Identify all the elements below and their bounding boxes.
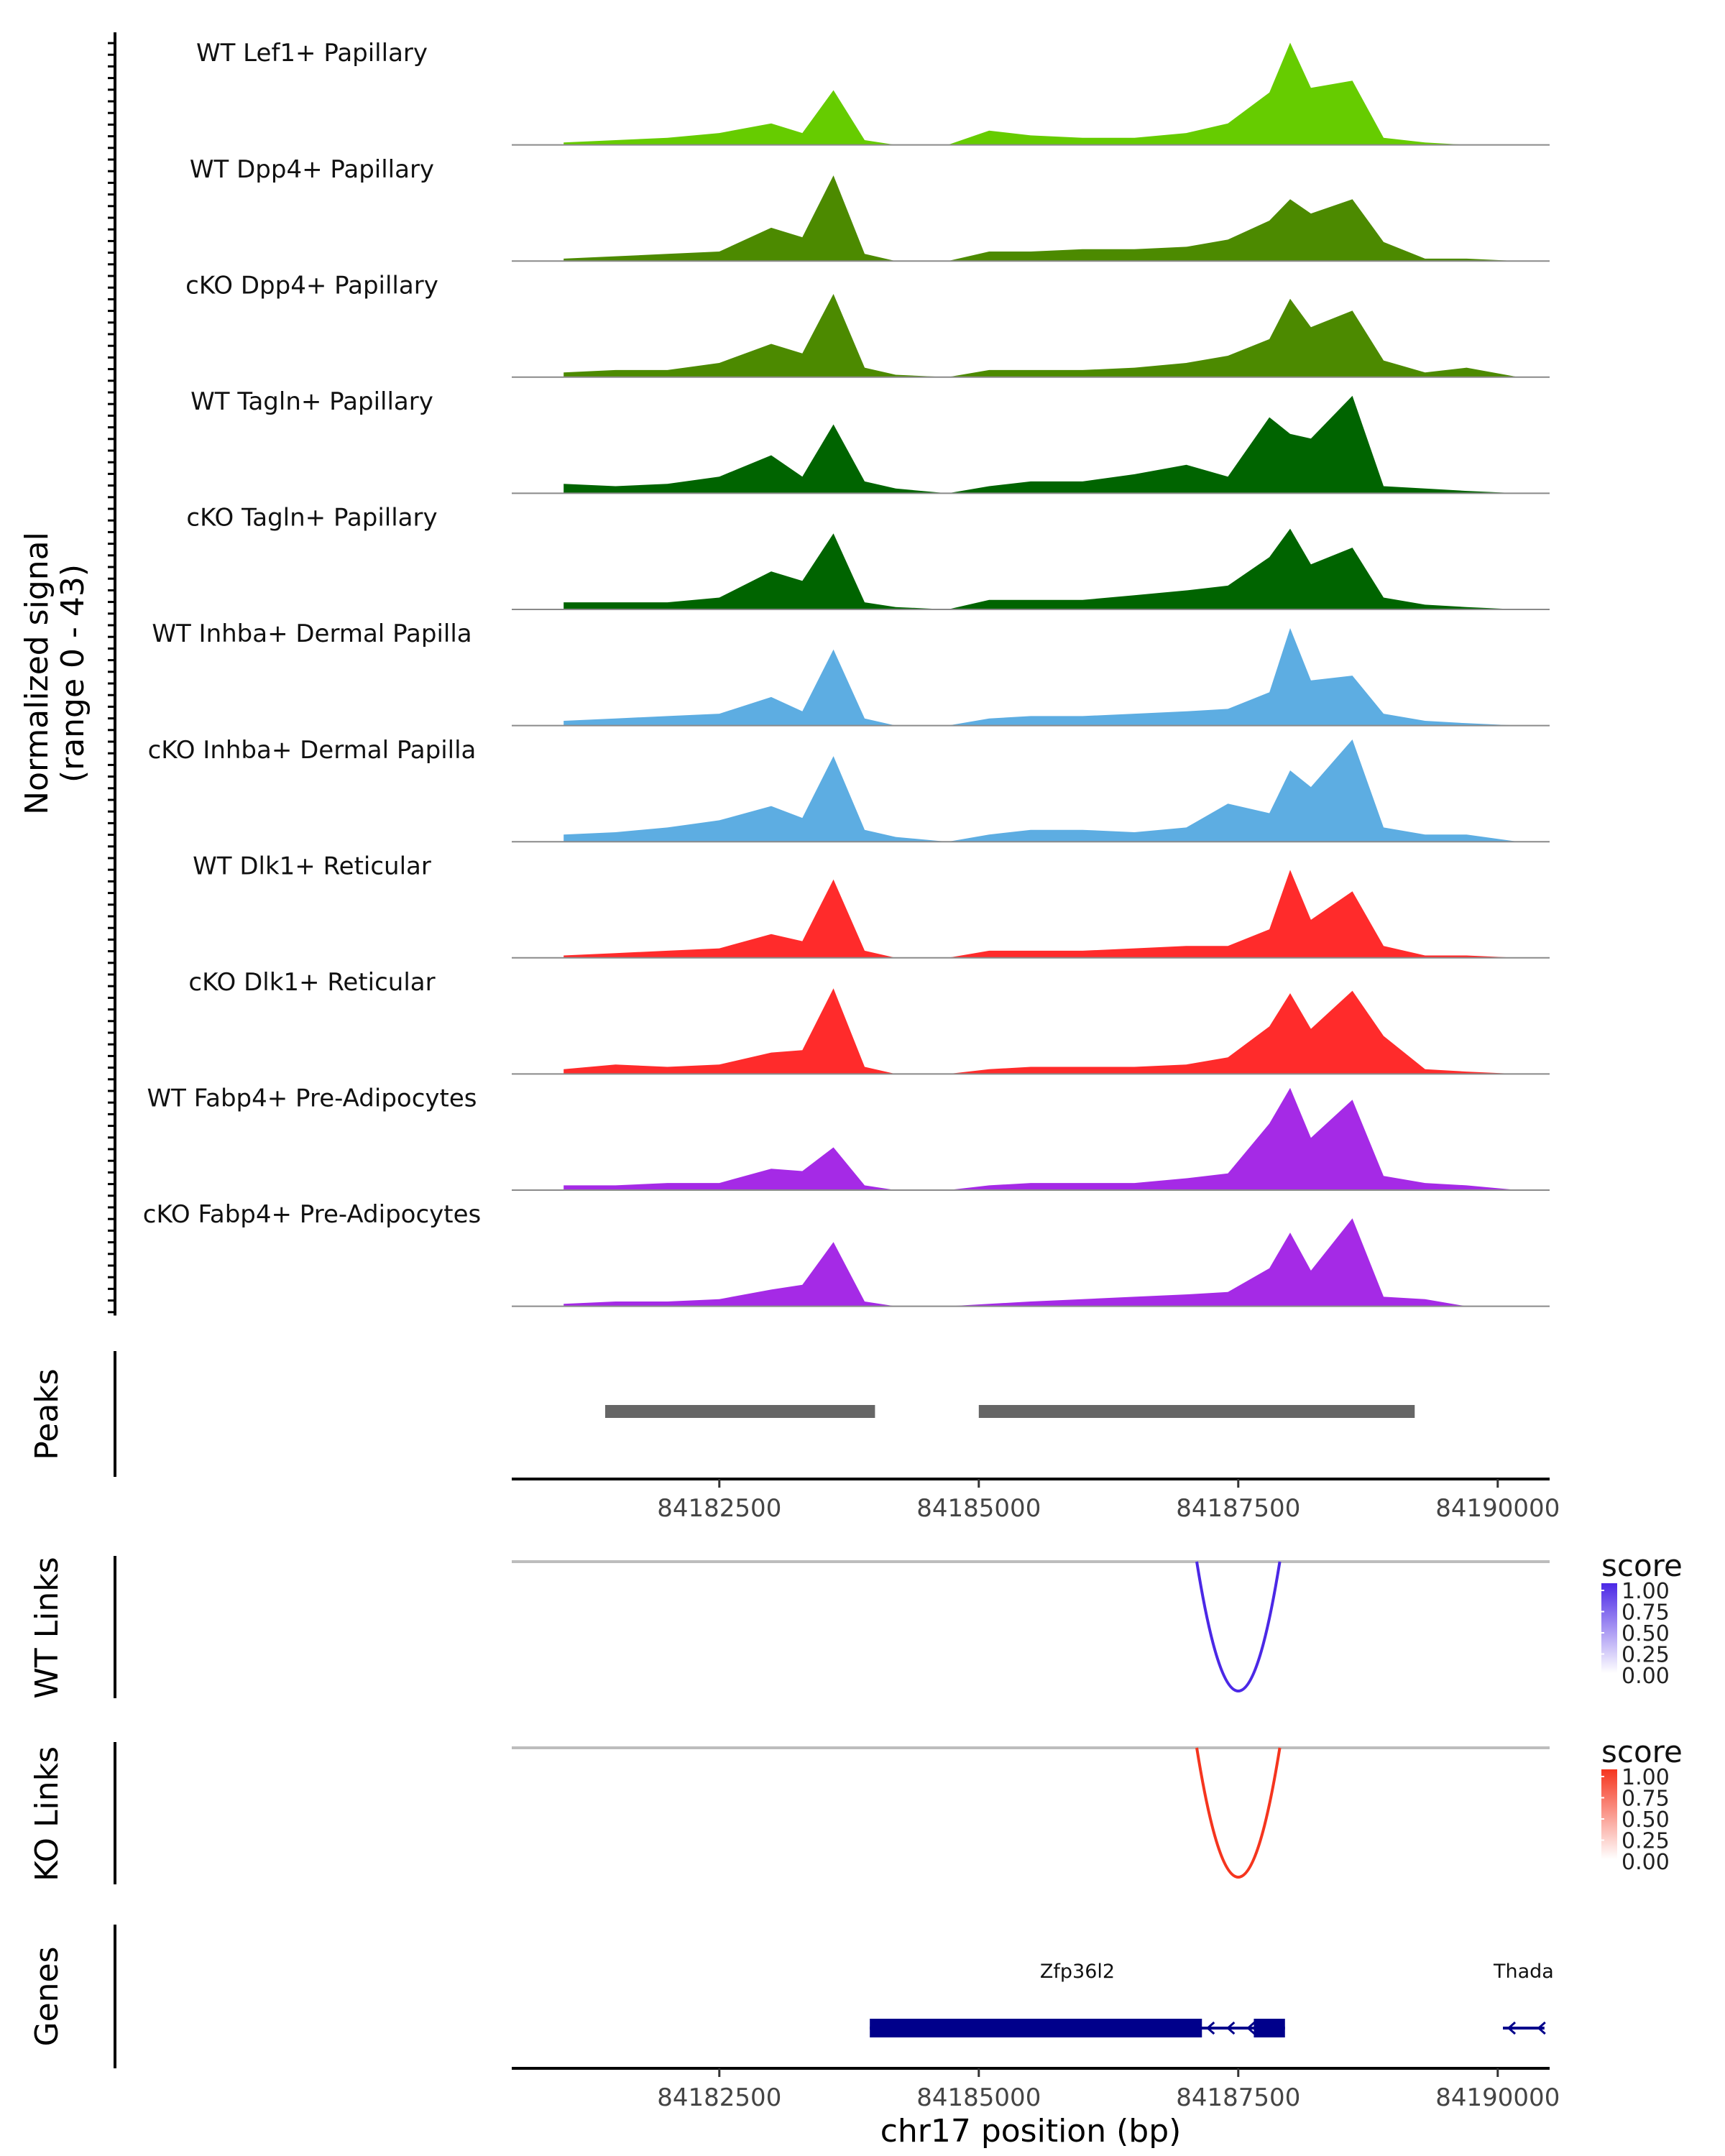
peaks-label: Peaks (29, 1368, 65, 1460)
coverage-track-label: WT Inhba+ Dermal Papilla (152, 619, 472, 648)
coverage-track-label: cKO Fabp4+ Pre-Adipocytes (143, 1200, 482, 1229)
legend-title: score (1601, 1734, 1683, 1769)
coverage-track-label: WT Fabp4+ Pre-Adipocytes (147, 1084, 477, 1113)
coverage-track-label: cKO Dlk1+ Reticular (188, 968, 435, 997)
strand-arrow (1506, 2021, 1517, 2035)
gene-exon (870, 2019, 1202, 2037)
coverage-ylabel-line2: (range 0 - 43) (55, 564, 91, 783)
x-axis-genes-tick-label: 84187500 (1176, 2083, 1300, 2112)
legend-tick-label: 0.25 (1622, 1643, 1670, 1668)
peak-bar (978, 1405, 1415, 1418)
legend-tick-label: 0.50 (1622, 1621, 1670, 1646)
genes-items: Zfp36l2 Thada (870, 1961, 1554, 2037)
x-axis-label: chr17 position (bp) (880, 2113, 1182, 2150)
coverage-track-area (564, 628, 1519, 726)
coverage-ylabel-line1: Normalized signal (19, 532, 55, 815)
strand-arrow (1246, 2021, 1256, 2035)
peak-bar (604, 1405, 875, 1418)
strand-arrow (1226, 2021, 1236, 2035)
x-axis-peaks-tick-label: 84182500 (657, 1494, 781, 1523)
links-label: WT Links (29, 1557, 65, 1698)
legend-tick-label: 0.75 (1622, 1787, 1670, 1812)
link-arc (1195, 1747, 1282, 1879)
x-axis-peaks-tick-label: 84190000 (1435, 1494, 1560, 1523)
legend-tick-label: 0.75 (1622, 1600, 1670, 1626)
peaks-bars (604, 1405, 1415, 1418)
x-axis-genes-tick-label: 84182500 (657, 2083, 781, 2112)
x-axis-peaks: 84182500 84185000 84187500 84190000 (512, 1478, 1560, 1523)
coverage-track-area (564, 1087, 1519, 1190)
coverage-track-area (564, 395, 1519, 494)
gene-exon (1254, 2019, 1285, 2037)
legend-tick-label: 0.00 (1622, 1850, 1670, 1875)
legend-colorbar (1601, 1769, 1617, 1859)
coverage-track-area (564, 870, 1519, 958)
coverage-track-label: WT Tagln+ Papillary (190, 387, 433, 416)
coverage-track-area (564, 42, 1519, 145)
links-label: KO Links (29, 1746, 65, 1881)
strand-arrow (1206, 2021, 1215, 2035)
genes-label: Genes (29, 1946, 65, 2046)
coverage-tracks: WT Lef1+ Papillary WT Dpp4+ Papillary cKO … (143, 39, 1550, 1307)
x-axis-peaks-tick-label: 84187500 (1176, 1494, 1300, 1523)
legend-tick-label: 1.00 (1622, 1765, 1670, 1790)
coverage-track-area (564, 294, 1519, 377)
coverage-track-area (564, 1218, 1519, 1307)
coverage-track-area (564, 175, 1519, 262)
legend-tick-label: 0.25 (1622, 1829, 1670, 1854)
coverage-track-label: WT Dpp4+ Papillary (190, 155, 434, 184)
legend-tick-label: 1.00 (1622, 1579, 1670, 1604)
gene-label: Zfp36l2 (1040, 1961, 1115, 1983)
x-axis-genes: 84182500 84185000 84187500 84190000 (512, 2067, 1560, 2112)
link-arc (1195, 1561, 1282, 1692)
coverage-track-area (564, 528, 1519, 609)
coverage-y-axis (108, 32, 116, 1316)
coverage-track-area (564, 740, 1519, 842)
x-axis-peaks-tick-label: 84185000 (916, 1494, 1041, 1523)
gene-label: Thada (1493, 1961, 1554, 1983)
coverage-track-area (564, 988, 1519, 1074)
legend-colorbar (1601, 1583, 1617, 1673)
x-axis-genes-tick-label: 84190000 (1435, 2083, 1560, 2112)
coverage-track-label: cKO Tagln+ Papillary (186, 504, 437, 533)
genes-panel: Genes Zfp36l2 Thada 84182500 84185000 84187… (29, 1925, 1560, 2150)
coverage-track-label: cKO Inhba+ Dermal Papilla (148, 736, 477, 765)
legend-tick-label: 0.50 (1622, 1807, 1670, 1833)
coverage-track-label: cKO Dpp4+ Papillary (185, 271, 438, 300)
legend-title: score (1601, 1548, 1683, 1583)
legend-tick-label: 0.00 (1622, 1664, 1670, 1689)
coverage-track-label: WT Dlk1+ Reticular (193, 852, 431, 880)
coverage-track-label: WT Lef1+ Papillary (196, 39, 428, 68)
x-axis-genes-tick-label: 84185000 (916, 2083, 1041, 2112)
strand-arrow (1537, 2021, 1546, 2035)
peaks-panel: Peaks 84182500 84185000 84187500 84190000 (29, 1351, 1560, 1523)
